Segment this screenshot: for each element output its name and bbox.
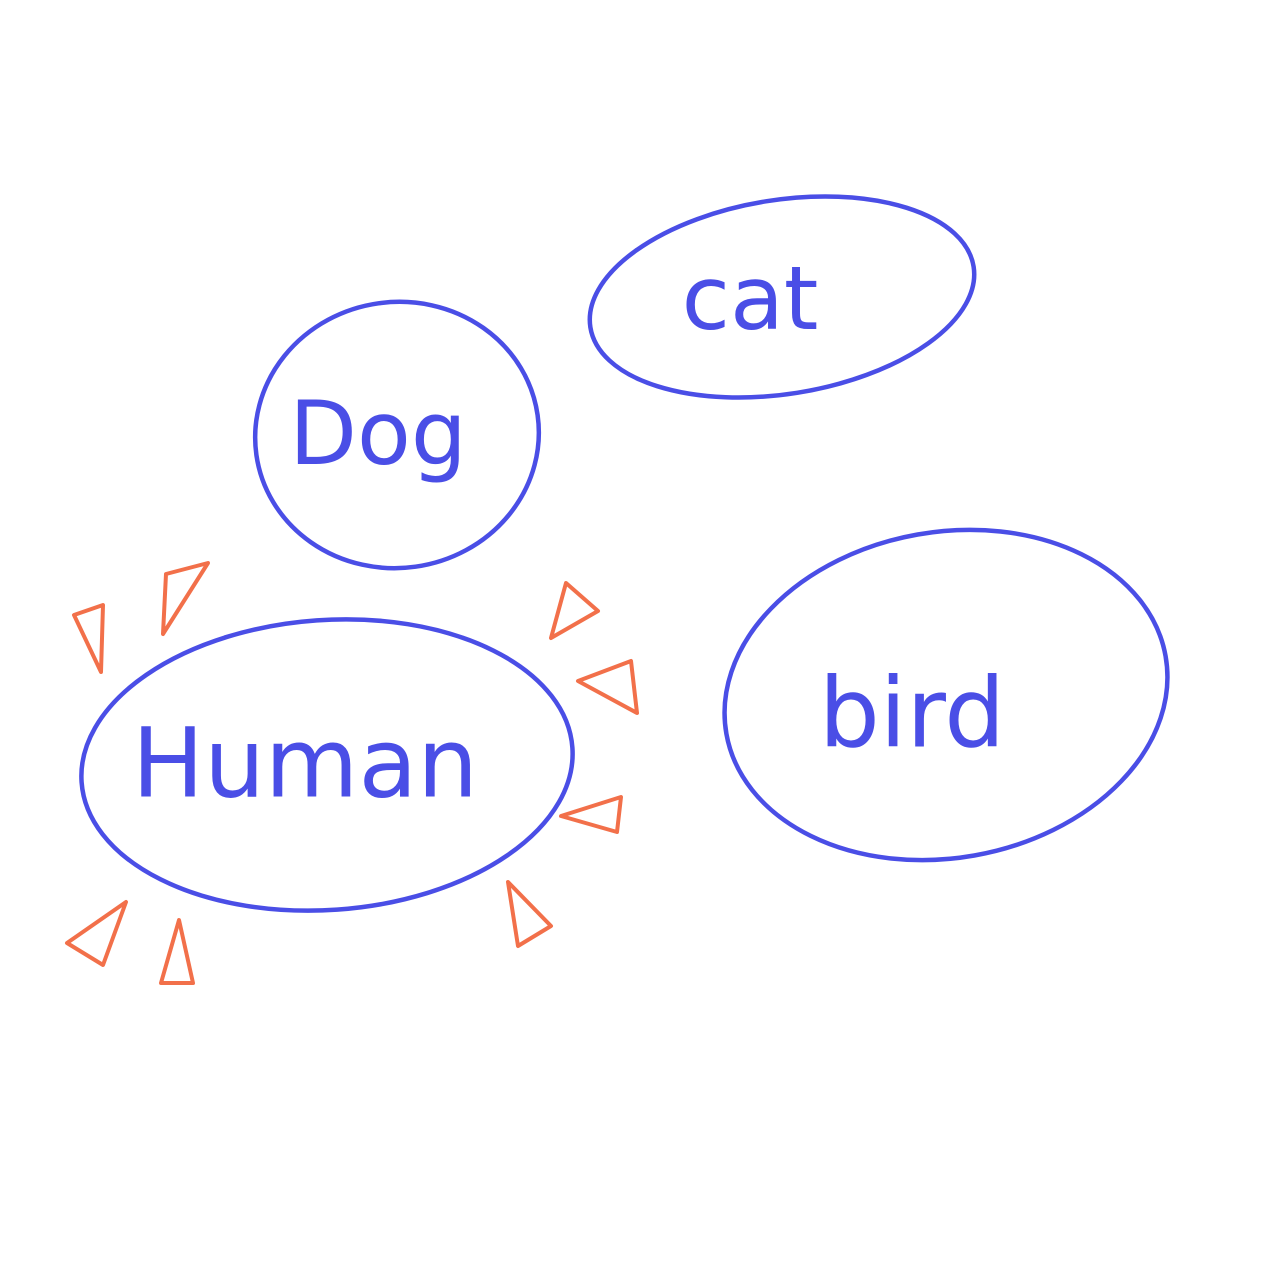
human-label: Human [132,707,478,819]
spark-triangle [506,880,553,948]
dog-label: Dog [289,382,466,485]
spark-triangle [72,603,105,674]
cat-ellipse [587,194,977,400]
dog-bubble[interactable]: Dog [238,284,556,587]
cat-label: cat [682,247,819,350]
bird-ellipse [722,527,1170,863]
cat-bubble[interactable]: cat [575,171,989,423]
dog-ellipse [252,299,542,571]
human-ellipse [79,617,575,913]
spark-triangle [159,918,195,985]
spark-triangle [559,795,623,834]
bird-bubble[interactable]: bird [698,496,1194,894]
spark-triangle [161,561,210,636]
spark-triangle [576,659,639,715]
human-highlight-sparks [65,561,639,985]
bird-label: bird [819,657,1005,769]
spark-triangle [65,900,128,967]
spark-triangle [549,581,600,640]
human-bubble[interactable]: Human [71,603,582,927]
